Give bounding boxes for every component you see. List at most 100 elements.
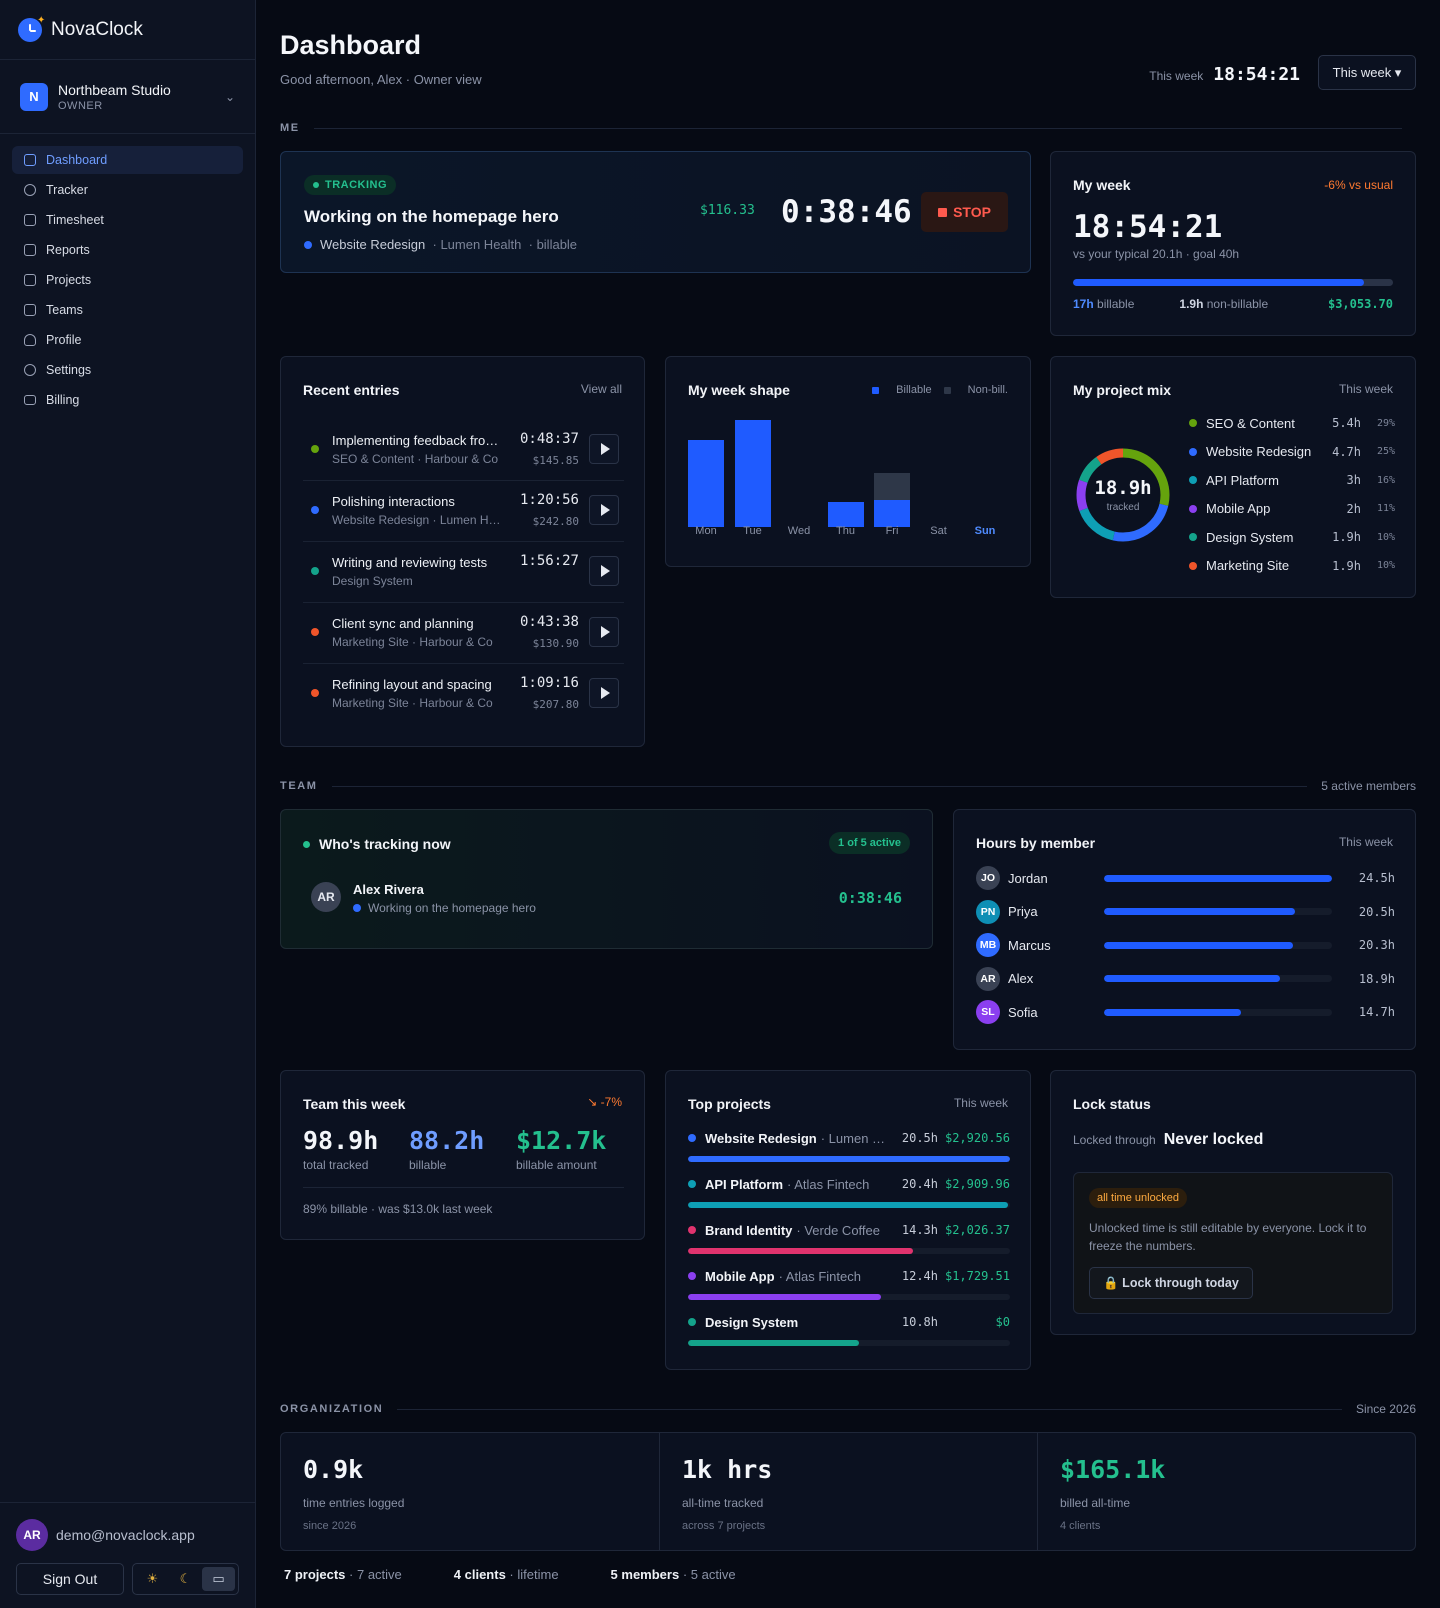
week-total: This week 18:54:21 [1149,64,1300,85]
entry-amount: $130.90 [532,637,579,650]
top-project-row[interactable]: API Platform · Atlas Fintech 20.4h $2,909.9… [688,1175,1010,1211]
member-name[interactable]: Alex Rivera [353,882,424,897]
play-icon[interactable] [589,678,619,708]
entry-amount: $145.85 [532,454,579,467]
bar-label: Mon [695,525,717,537]
week-progress-fill [1073,279,1365,286]
stat-amount: $12.7k billable amount [516,1126,607,1172]
clock-logo-icon: ✦ [18,15,45,42]
stop-label: STOP [953,204,991,220]
project-bar-fill [688,1294,882,1300]
range-select[interactable]: This week ▾ [1318,55,1416,90]
brand[interactable]: ✦ NovaClock [0,0,255,60]
project-hours: 14.3h [901,1223,938,1237]
member-row[interactable]: SL Sofia 14.7h [976,999,1395,1025]
project-dot [1189,419,1197,427]
member-name: Alex [1008,971,1034,986]
play-icon[interactable] [589,617,619,647]
entry-row[interactable]: Implementing feedback from review SEO & C… [303,419,624,481]
bar-label: Wed [787,525,811,537]
project-dot [311,567,319,575]
building-icon [24,304,36,316]
mix-row: Mobile App 2h 11% [1189,499,1395,519]
sign-out-button[interactable]: Sign Out [16,1563,124,1595]
org-since: Since 2026 [1355,1402,1416,1416]
bar-tue [734,419,771,527]
page-subtitle: Good afternoon, Alex · Owner view [280,72,482,87]
org-members[interactable]: 5 members · 5 active [610,1567,736,1582]
card-range: This week [1338,835,1393,849]
top-project-row[interactable]: Design System 10.8h $0 [688,1313,1010,1349]
sidebar-item-projects[interactable]: Projects [12,266,243,294]
member-row[interactable]: AR Alex 18.9h [976,966,1395,992]
project-dot [688,1272,696,1280]
lock-through-today-button[interactable]: 🔒 Lock through today [1089,1267,1253,1299]
sidebar-item-timesheet[interactable]: Timesheet [12,206,243,234]
play-icon[interactable] [589,556,619,586]
mix-pct: 11% [1376,503,1395,514]
lock-panel: all time unlocked Unlocked time is still… [1073,1172,1393,1314]
stat-total: 98.9h total tracked [303,1126,379,1172]
sidebar-item-settings[interactable]: Settings [12,356,243,384]
top-project-row[interactable]: Brand Identity · Verde Coffee 14.3h $2,026.… [688,1221,1010,1257]
timer-task[interactable]: Working on the homepage hero [304,207,559,226]
week-time: 18:54:21 [1073,209,1223,245]
sidebar-item-billing[interactable]: Billing [12,386,243,414]
view-all-link[interactable]: View all [580,382,622,396]
user-menu[interactable]: AR demo@novaclock.app [16,1519,240,1551]
entry-duration: 1:56:27 [519,553,579,569]
mix-project-name: Website Redesign [1206,444,1312,459]
timer-clock: 0:38:46 [781,194,912,230]
entry-row[interactable]: Polishing interactions Website Redesign ·… [303,480,624,542]
mix-project-name: API Platform [1206,472,1279,488]
project-hours: 12.4h [901,1269,938,1283]
stop-button[interactable]: STOP [921,192,1008,232]
sidebar-item-teams[interactable]: Teams [12,296,243,324]
sidebar-item-label: Settings [46,363,92,377]
whos-tracking-card: Who's tracking now 1 of 5 active AR Alex… [280,809,933,949]
project-dot [311,628,319,636]
project-bar [688,1202,1010,1208]
sidebar-item-profile[interactable]: Profile [12,326,243,354]
member-hours: 24.5h [1358,871,1395,885]
org-name: Northbeam Studio [58,81,171,98]
org-switcher[interactable]: N Northbeam Studio OWNER ⌄ [0,60,255,134]
bar-billable [688,440,724,527]
card-title: Lock status [1073,1096,1151,1112]
member-row[interactable]: MB Marcus 20.3h [976,932,1395,958]
org-clients[interactable]: 4 clients · lifetime [453,1567,559,1582]
project-dot [311,506,319,514]
moon-icon[interactable]: ☾ [179,1571,192,1586]
sidebar-item-tracker[interactable]: Tracker [12,176,243,204]
org-projects[interactable]: 7 projects · 7 active [284,1567,402,1582]
entry-row[interactable]: Writing and reviewing tests Design System… [303,541,624,603]
project-dot [1189,476,1197,484]
bar-label: Fri [885,525,899,537]
member-row[interactable]: JO Jordan 24.5h [976,865,1395,891]
top-project-row[interactable]: Website Redesign· Lumen Health 20.5h $2,92… [688,1129,1010,1165]
sidebar-item-dashboard[interactable]: Dashboard [12,146,243,174]
donut-slice [1076,448,1170,542]
sidebar-item-reports[interactable]: Reports [12,236,243,264]
project-amount: $2,909.96 [944,1177,1010,1191]
top-project-row[interactable]: Mobile App · Atlas Fintech 12.4h $1,729.51 [688,1267,1010,1303]
monitor-icon[interactable]: ▭ [202,1567,235,1591]
play-icon[interactable] [589,434,619,464]
entry-row[interactable]: Client sync and planning Marketing Site ·… [303,602,624,664]
sidebar-nav: Dashboard Tracker Timesheet Reports Proj… [0,134,255,428]
play-icon[interactable] [589,495,619,525]
member-hours: 14.7h [1358,1005,1395,1019]
member-hours-bar [1104,975,1332,982]
mix-pct: 25% [1376,446,1395,457]
week-sub: vs your typical 20.1h · goal 40h [1073,247,1240,261]
organization-card: 0.9k time entries logged since 2026 1k h… [280,1432,1416,1551]
member-hours-fill [1104,941,1293,949]
project-client: · Atlas Fintech [778,1268,861,1284]
entry-amount: $242.80 [532,515,579,528]
unlocked-badge: all time unlocked [1089,1188,1187,1208]
project-bar [688,1294,1010,1300]
bar-label: Sat [930,525,947,537]
member-row[interactable]: PN Priya 20.5h [976,899,1395,925]
entry-row[interactable]: Refining layout and spacing Marketing Sit… [303,663,624,725]
sun-icon[interactable]: ☀ [146,1571,159,1586]
